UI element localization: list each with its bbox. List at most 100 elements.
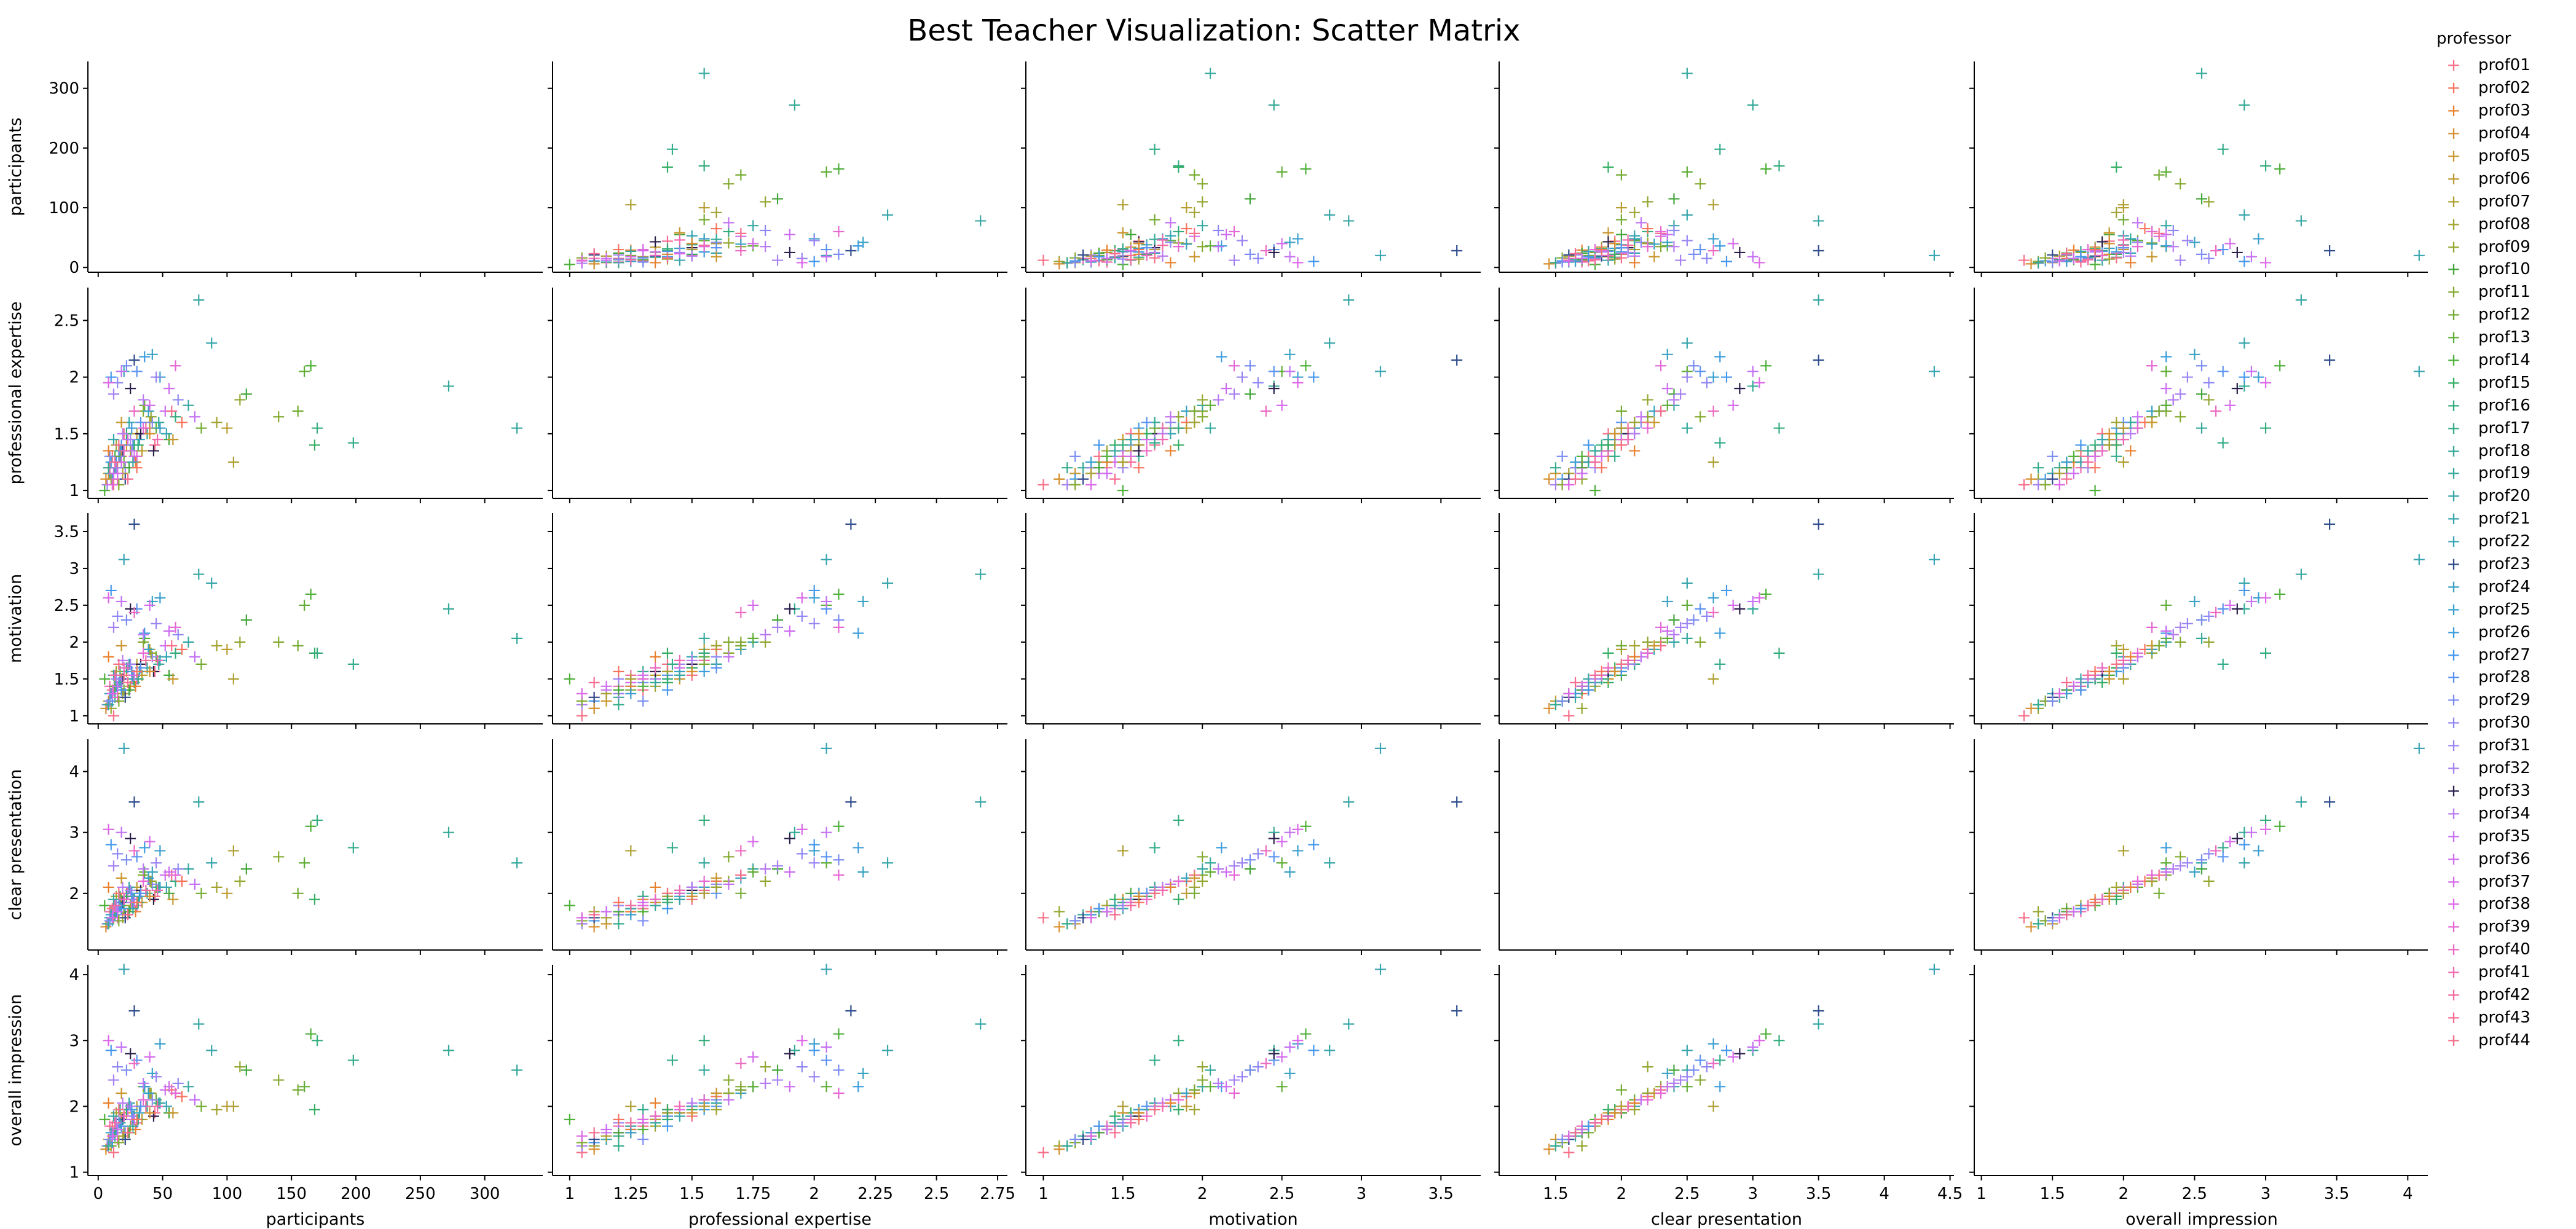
data-point bbox=[2111, 450, 2122, 462]
data-point bbox=[1236, 1071, 1248, 1083]
data-point bbox=[2160, 383, 2172, 395]
data-point bbox=[1292, 823, 1304, 835]
legend-label: prof37 bbox=[2478, 872, 2531, 891]
legend-label: prof33 bbox=[2478, 781, 2531, 800]
data-point bbox=[172, 629, 184, 640]
data-point bbox=[1754, 257, 1765, 269]
x-tick-label: 2 bbox=[1617, 1185, 1627, 1203]
legend-item: + prof01 bbox=[2436, 54, 2531, 77]
data-point bbox=[666, 143, 678, 155]
legend-marker-icon: + bbox=[2446, 599, 2461, 619]
data-point bbox=[808, 256, 820, 267]
data-point bbox=[2117, 887, 2129, 899]
data-point bbox=[1642, 647, 1653, 659]
data-point bbox=[975, 1018, 987, 1030]
data-point bbox=[975, 215, 987, 227]
data-point bbox=[711, 251, 722, 262]
data-point bbox=[1622, 434, 1634, 446]
data-point bbox=[234, 875, 246, 887]
data-point bbox=[2054, 479, 2065, 490]
data-point bbox=[211, 881, 223, 893]
data-point bbox=[1550, 1140, 1561, 1152]
data-point bbox=[1681, 235, 1693, 246]
data-point bbox=[2103, 890, 2115, 902]
x-tick-label: 1.5 bbox=[1110, 1185, 1135, 1203]
data-point bbox=[151, 371, 162, 383]
data-point bbox=[2203, 253, 2215, 264]
legend-marker-icon: + bbox=[2446, 712, 2461, 733]
legend-label: prof38 bbox=[2478, 895, 2531, 914]
data-point bbox=[1589, 485, 1601, 497]
legend-marker-icon: + bbox=[2446, 893, 2461, 914]
data-point bbox=[1054, 1144, 1065, 1155]
data-point bbox=[1668, 224, 1680, 236]
data-point bbox=[1125, 1117, 1136, 1129]
data-point bbox=[1085, 456, 1097, 468]
data-point bbox=[117, 881, 128, 893]
data-point bbox=[1451, 1005, 1463, 1017]
data-point bbox=[2089, 439, 2101, 451]
data-point bbox=[1602, 249, 1614, 261]
legend-label: prof22 bbox=[2478, 532, 2531, 551]
data-point bbox=[1117, 456, 1128, 468]
data-point bbox=[103, 651, 114, 662]
data-point bbox=[1695, 636, 1706, 648]
data-point bbox=[808, 857, 820, 869]
data-point bbox=[674, 654, 685, 666]
data-point bbox=[221, 643, 233, 655]
data-point bbox=[152, 1101, 163, 1112]
data-point bbox=[1157, 250, 1168, 262]
data-point bbox=[674, 246, 685, 258]
data-point bbox=[698, 1035, 710, 1046]
data-point bbox=[2203, 848, 2215, 860]
data-point bbox=[166, 640, 178, 651]
data-point bbox=[661, 647, 673, 659]
data-point bbox=[2125, 445, 2137, 457]
data-point bbox=[760, 863, 771, 875]
data-point bbox=[723, 636, 735, 648]
data-point bbox=[1228, 360, 1240, 372]
data-point bbox=[1062, 1140, 1073, 1152]
data-point bbox=[747, 866, 759, 878]
data-point bbox=[735, 845, 747, 857]
data-point bbox=[1629, 206, 1641, 218]
data-point bbox=[1077, 249, 1089, 261]
data-point bbox=[1609, 428, 1621, 439]
data-point bbox=[195, 887, 207, 899]
data-point bbox=[1622, 234, 1634, 246]
data-point bbox=[273, 851, 285, 863]
x-axis-label: motivation bbox=[1208, 1210, 1298, 1229]
data-point bbox=[1284, 348, 1296, 360]
data-point bbox=[2117, 673, 2129, 685]
x-tick-label: 1.5 bbox=[2040, 1185, 2065, 1203]
data-point bbox=[821, 251, 832, 262]
data-point bbox=[1300, 360, 1312, 372]
data-point bbox=[1928, 249, 1940, 261]
data-point bbox=[154, 845, 166, 857]
data-point bbox=[1642, 422, 1653, 434]
data-point bbox=[183, 863, 194, 875]
data-point bbox=[108, 434, 119, 446]
data-point bbox=[1125, 254, 1136, 265]
data-point bbox=[2274, 360, 2286, 372]
data-point bbox=[1648, 640, 1660, 651]
data-point bbox=[2097, 434, 2108, 446]
data-point bbox=[1556, 695, 1568, 707]
data-point bbox=[2146, 251, 2158, 262]
panel-professional-expertise-vs-participants: 1 1.5 2 2.5 professional expertise bbox=[6, 288, 543, 503]
data-point bbox=[1268, 383, 1280, 395]
data-point bbox=[1629, 417, 1641, 428]
scatter-matrix: 0 100 200 300 participants 1 1.5 2 2.5 profession… bbox=[6, 61, 2428, 1229]
data-point bbox=[1276, 1081, 1288, 1093]
legend-marker-icon: + bbox=[2446, 372, 2461, 393]
data-point bbox=[1773, 422, 1785, 434]
data-point bbox=[564, 259, 575, 270]
data-point bbox=[1629, 445, 1641, 457]
data-point bbox=[686, 238, 698, 249]
data-point bbox=[1734, 1048, 1746, 1059]
data-point bbox=[211, 417, 223, 428]
data-point bbox=[2089, 485, 2101, 497]
data-point bbox=[821, 851, 832, 863]
data-point bbox=[2274, 163, 2286, 175]
data-point bbox=[1695, 1074, 1706, 1086]
